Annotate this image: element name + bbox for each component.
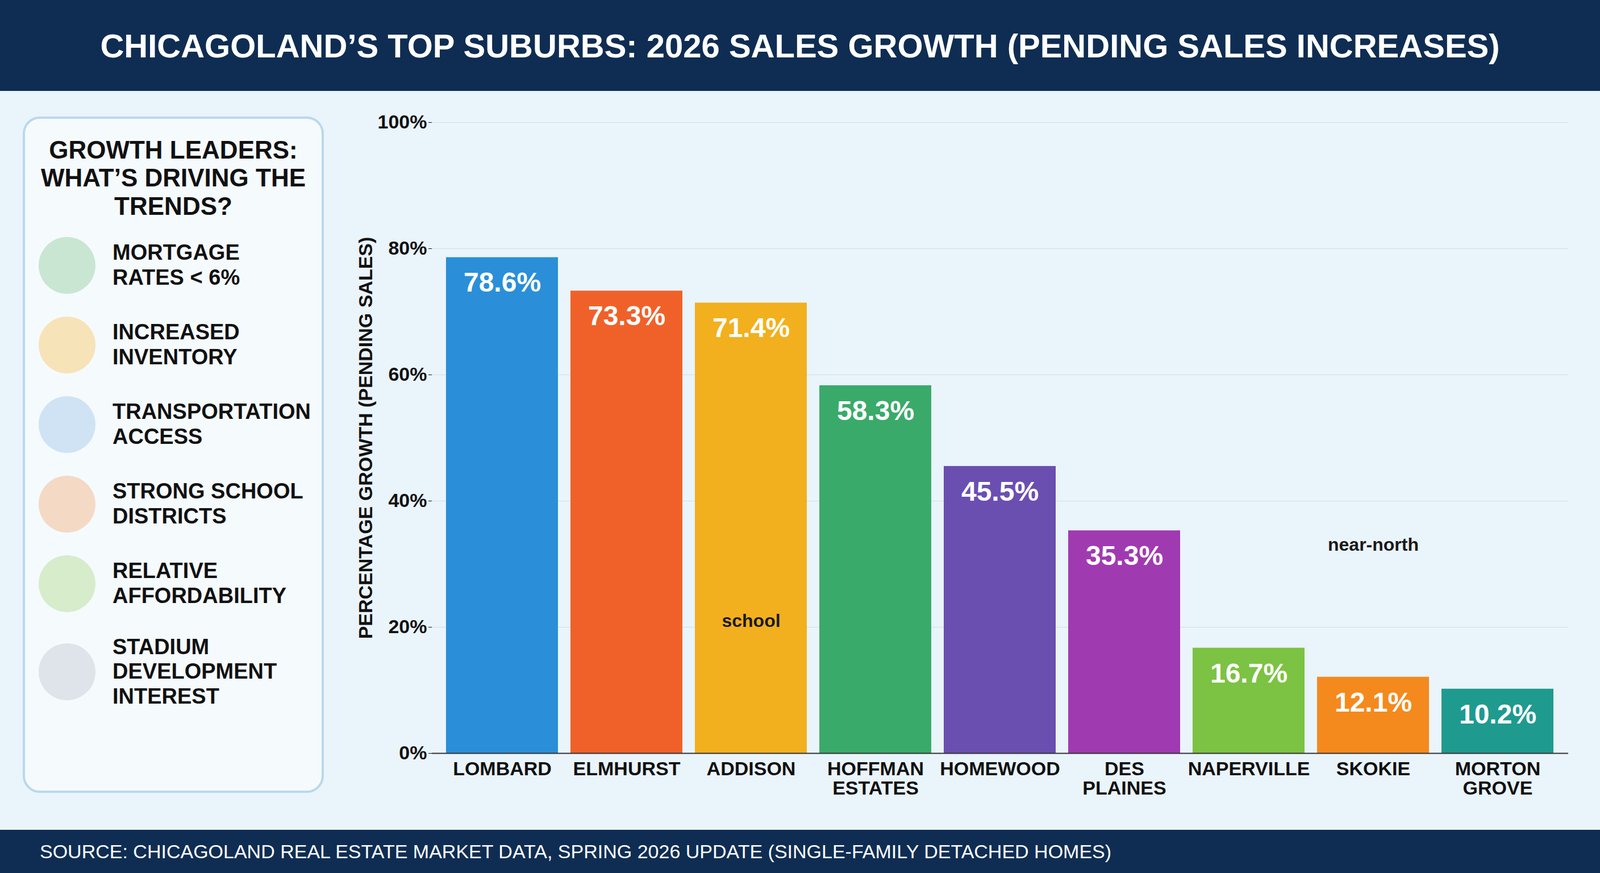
svg-text:HOMEWOOD: HOMEWOOD <box>939 757 1061 779</box>
svg-text:PERCENTAGE GROWTH (PENDING SAL: PERCENTAGE GROWTH (PENDING SALES) <box>354 236 377 640</box>
svg-text:80%: 80% <box>388 236 427 259</box>
svg-text:20%: 20% <box>388 615 427 637</box>
svg-text:45.5%: 45.5% <box>961 476 1039 507</box>
svg-text:HOFFMANESTATES: HOFFMANESTATES <box>827 757 924 799</box>
html-text:SOURCE: CHICAGOLAND REAL ESTAT: SOURCE: CHICAGOLAND REAL ESTATE MARKET D… <box>39 840 1112 862</box>
svg-text:ELMHURST: ELMHURST <box>573 757 681 779</box>
svg-text:73.3%: 73.3% <box>588 300 666 331</box>
svg-text:SKOKIE: SKOKIE <box>1336 757 1411 779</box>
html-text:STRONG SCHOOL DISTRICTS: STRONG SCHOOL DISTRICTS <box>112 479 303 528</box>
svg-text:35.3%: 35.3% <box>1085 540 1164 571</box>
html-text:TRANSPORTATION ACCESS: TRANSPORTATION ACCESS <box>112 399 311 449</box>
html-text:GROWTH LEADERS: WHAT’S DRIVING: GROWTH LEADERS: WHAT’S DRIVING THE TREND… <box>40 135 306 220</box>
html-text:INCREASED INVENTORY: INCREASED INVENTORY <box>112 319 240 369</box>
svg-text:NAPERVILLE: NAPERVILLE <box>1188 757 1311 779</box>
svg-text:DESPLAINES: DESPLAINES <box>1082 757 1166 799</box>
html-text:STADIUM DEVELOPMENT INTEREST: STADIUM DEVELOPMENT INTEREST <box>112 634 277 709</box>
svg-text:LOMBARD: LOMBARD <box>452 757 552 779</box>
svg-text:58.3%: 58.3% <box>836 395 915 426</box>
html-text:RELATIVE AFFORDABILITY: RELATIVE AFFORDABILITY <box>112 558 287 608</box>
svg-text:16.7%: 16.7% <box>1210 657 1288 688</box>
svg-text:12.1%: 12.1% <box>1334 686 1412 718</box>
svg-text:near-north: near-north <box>1327 534 1419 555</box>
html-text:CHICAGOLAND’S TOP SUBURBS: 202: CHICAGOLAND’S TOP SUBURBS: 2026 SALES GR… <box>100 26 1500 64</box>
svg-text:school: school <box>721 610 781 631</box>
svg-text:40%: 40% <box>388 489 427 511</box>
svg-text:ADDISON: ADDISON <box>706 757 797 779</box>
svg-text:71.4%: 71.4% <box>712 312 790 343</box>
svg-text:0%: 0% <box>398 741 427 764</box>
html-text:MORTGAGE RATES < 6%: MORTGAGE RATES < 6% <box>112 240 240 290</box>
svg-text:60%: 60% <box>388 363 427 385</box>
svg-text:10.2%: 10.2% <box>1459 698 1537 729</box>
svg-text:78.6%: 78.6% <box>463 267 541 298</box>
svg-text:MORTONGROVE: MORTONGROVE <box>1455 757 1541 799</box>
svg-text:100%: 100% <box>377 110 428 133</box>
